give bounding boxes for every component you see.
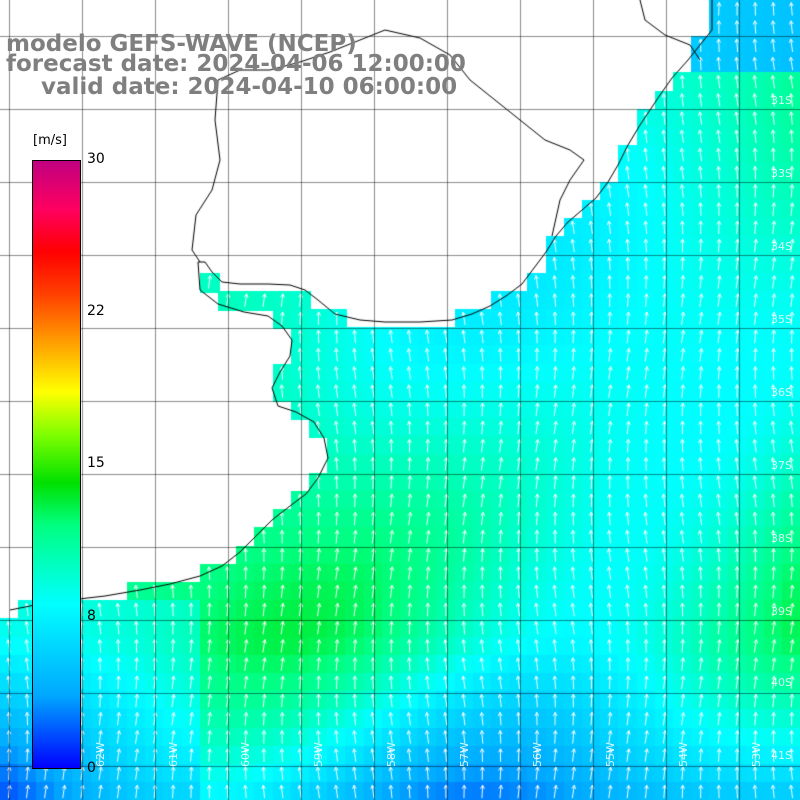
forecast-date: forecast date: 2024-04-06 12:00:00 (6, 51, 466, 77)
lon-label: 54W (676, 742, 690, 767)
lon-label: 57W (457, 742, 471, 767)
lat-label: 40S (771, 676, 792, 689)
colorbar-unit: [m/s] (33, 133, 67, 148)
lat-label: 38S (771, 532, 792, 545)
colorbar-tick-15: 15 (87, 455, 105, 471)
lon-label: 62W (93, 742, 107, 767)
colorbar-tick-8: 8 (87, 608, 96, 624)
lat-label: 31S (771, 94, 792, 107)
lon-label: 61W (166, 742, 180, 767)
lon-label: 58W (384, 742, 398, 767)
colorbar (32, 160, 81, 769)
colorbar-tick-30: 30 (87, 151, 105, 167)
lon-label: 55W (603, 742, 617, 767)
lon-label: 59W (311, 742, 325, 767)
lat-label: 41S (771, 749, 792, 762)
lat-label: 36S (771, 386, 792, 399)
model-title: modelo GEFS-WAVE (NCEP) (6, 31, 357, 57)
lon-label: 56W (530, 742, 544, 767)
lon-label: 53W (749, 742, 763, 767)
lat-label: 37S (771, 459, 792, 472)
valid-date: valid date: 2024-04-10 06:00:00 (41, 74, 458, 100)
colorbar-tick-22: 22 (87, 303, 105, 319)
lat-label: 33S (771, 167, 792, 180)
lat-label: 35S (771, 313, 792, 326)
lon-label: 60W (238, 742, 252, 767)
lat-label: 39S (771, 605, 792, 618)
lat-label: 34S (771, 240, 792, 253)
colorbar-tick-0: 0 (87, 760, 96, 776)
